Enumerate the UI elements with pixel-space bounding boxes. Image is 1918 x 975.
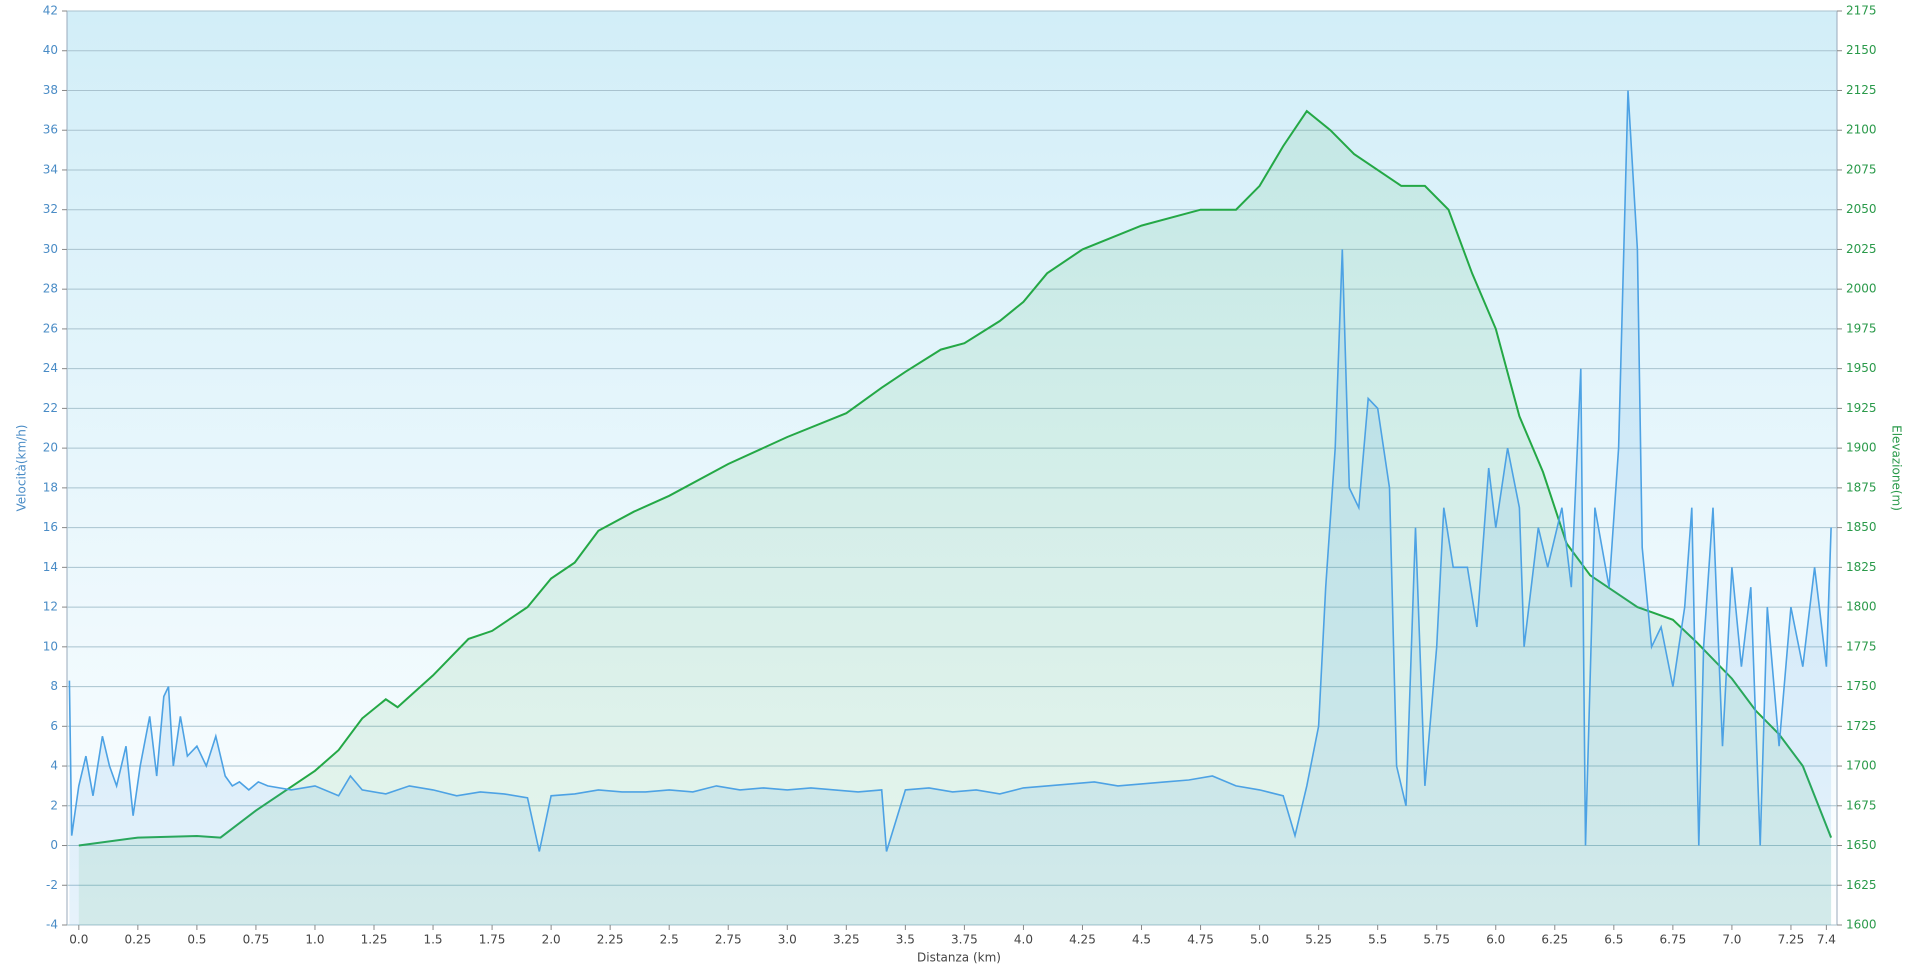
y2-tick-label: 1825 [1846, 560, 1877, 574]
x-tick-label: 1.0 [305, 933, 324, 947]
y-tick-label: 14 [43, 560, 58, 574]
x-tick-label: 1.25 [361, 933, 388, 947]
y2-axis-label: Elevazione(m) [1890, 425, 1904, 511]
x-tick-label: 5.25 [1305, 933, 1332, 947]
x-tick-label: 4.25 [1069, 933, 1096, 947]
series-area [69, 90, 1832, 925]
y2-tick-label: 1800 [1846, 600, 1877, 614]
y2-tick-label: 1975 [1846, 321, 1877, 335]
x-tick-label: 0.5 [187, 933, 206, 947]
x-tick-label: 3.75 [951, 933, 978, 947]
y-tick-label: 2 [50, 798, 58, 812]
y2-tick-label: 1875 [1846, 480, 1877, 494]
y-tick-label: 32 [43, 202, 58, 216]
x-tick-label: 7.4 [1817, 933, 1836, 947]
y2-tick-label: 1700 [1846, 759, 1877, 773]
y2-tick-label: 2075 [1846, 162, 1877, 176]
y-tick-label: 4 [50, 759, 58, 773]
y-tick-label: 36 [43, 123, 58, 137]
y-tick-label: 34 [43, 162, 58, 176]
x-tick-label: 2.25 [597, 933, 624, 947]
y2-tick-label: 1775 [1846, 639, 1877, 653]
y2-tick-label: 2175 [1846, 4, 1877, 18]
y2-tick-label: 2150 [1846, 43, 1877, 57]
y-tick-label: 20 [43, 441, 58, 455]
y-tick-label: 22 [43, 401, 58, 415]
y2-tick-label: 2125 [1846, 83, 1877, 97]
x-tick-label: 2.5 [660, 933, 679, 947]
x-tick-label: 3.25 [833, 933, 860, 947]
y2-tick-label: 1750 [1846, 679, 1877, 693]
x-tick-label: 2.75 [715, 933, 742, 947]
x-tick-label: 4.0 [1014, 933, 1033, 947]
y-tick-label: 24 [43, 361, 58, 375]
y-tick-label: 28 [43, 282, 58, 296]
x-tick-label: 4.75 [1187, 933, 1214, 947]
y2-tick-label: 1625 [1846, 878, 1877, 892]
x-tick-label: 0.75 [243, 933, 270, 947]
y2-tick-label: 1675 [1846, 798, 1877, 812]
x-tick-label: 5.75 [1423, 933, 1450, 947]
x-tick-label: 2.0 [542, 933, 561, 947]
series-line [68, 90, 1832, 852]
y-tick-label: 18 [43, 480, 58, 494]
y2-tick-label: 1950 [1846, 361, 1877, 375]
y2-tick-label: 2050 [1846, 202, 1877, 216]
y-tick-label: 12 [43, 600, 58, 614]
y2-tick-label: 2100 [1846, 123, 1877, 137]
y-tick-label: 16 [43, 520, 58, 534]
y-tick-label: 26 [43, 321, 58, 335]
y-tick-label: 10 [43, 639, 58, 653]
y2-tick-label: 1725 [1846, 719, 1877, 733]
y-tick-label: 42 [43, 4, 58, 18]
y-tick-label: 6 [50, 719, 58, 733]
x-tick-label: 6.0 [1486, 933, 1505, 947]
x-tick-label: 1.75 [479, 933, 506, 947]
x-tick-label: 5.5 [1368, 933, 1387, 947]
y-tick-label: 38 [43, 83, 58, 97]
y2-tick-label: 1850 [1846, 520, 1877, 534]
x-axis-label: Distanza (km) [917, 951, 1001, 965]
y2-tick-label: 2000 [1846, 282, 1877, 296]
x-tick-label: 3.0 [778, 933, 797, 947]
x-tick-label: 0.25 [124, 933, 151, 947]
series-line [78, 109, 1833, 847]
y2-tick-label: 1900 [1846, 441, 1877, 455]
series-area [78, 111, 1832, 926]
y-tick-label: -2 [46, 878, 58, 892]
y-tick-label: -4 [46, 918, 58, 932]
x-tick-label: 7.25 [1778, 933, 1805, 947]
y2-tick-label: 1650 [1846, 838, 1877, 852]
y2-tick-label: 1600 [1846, 918, 1877, 932]
y-tick-label: 40 [43, 43, 58, 57]
y-tick-label: 0 [50, 838, 58, 852]
y2-tick-label: 1925 [1846, 401, 1877, 415]
x-tick-label: 3.5 [896, 933, 915, 947]
y-tick-label: 8 [50, 679, 58, 693]
y2-tick-label: 2025 [1846, 242, 1877, 256]
x-tick-label: 4.5 [1132, 933, 1151, 947]
x-tick-label: 0.0 [69, 933, 88, 947]
x-tick-label: 1.5 [423, 933, 442, 947]
y-tick-label: 30 [43, 242, 58, 256]
x-tick-label: 7.0 [1722, 933, 1741, 947]
x-tick-label: 5.0 [1250, 933, 1269, 947]
x-tick-label: 6.5 [1604, 933, 1623, 947]
x-tick-label: 6.25 [1541, 933, 1568, 947]
x-tick-label: 6.75 [1660, 933, 1687, 947]
y-axis-label: Velocità(km/h) [15, 425, 29, 512]
